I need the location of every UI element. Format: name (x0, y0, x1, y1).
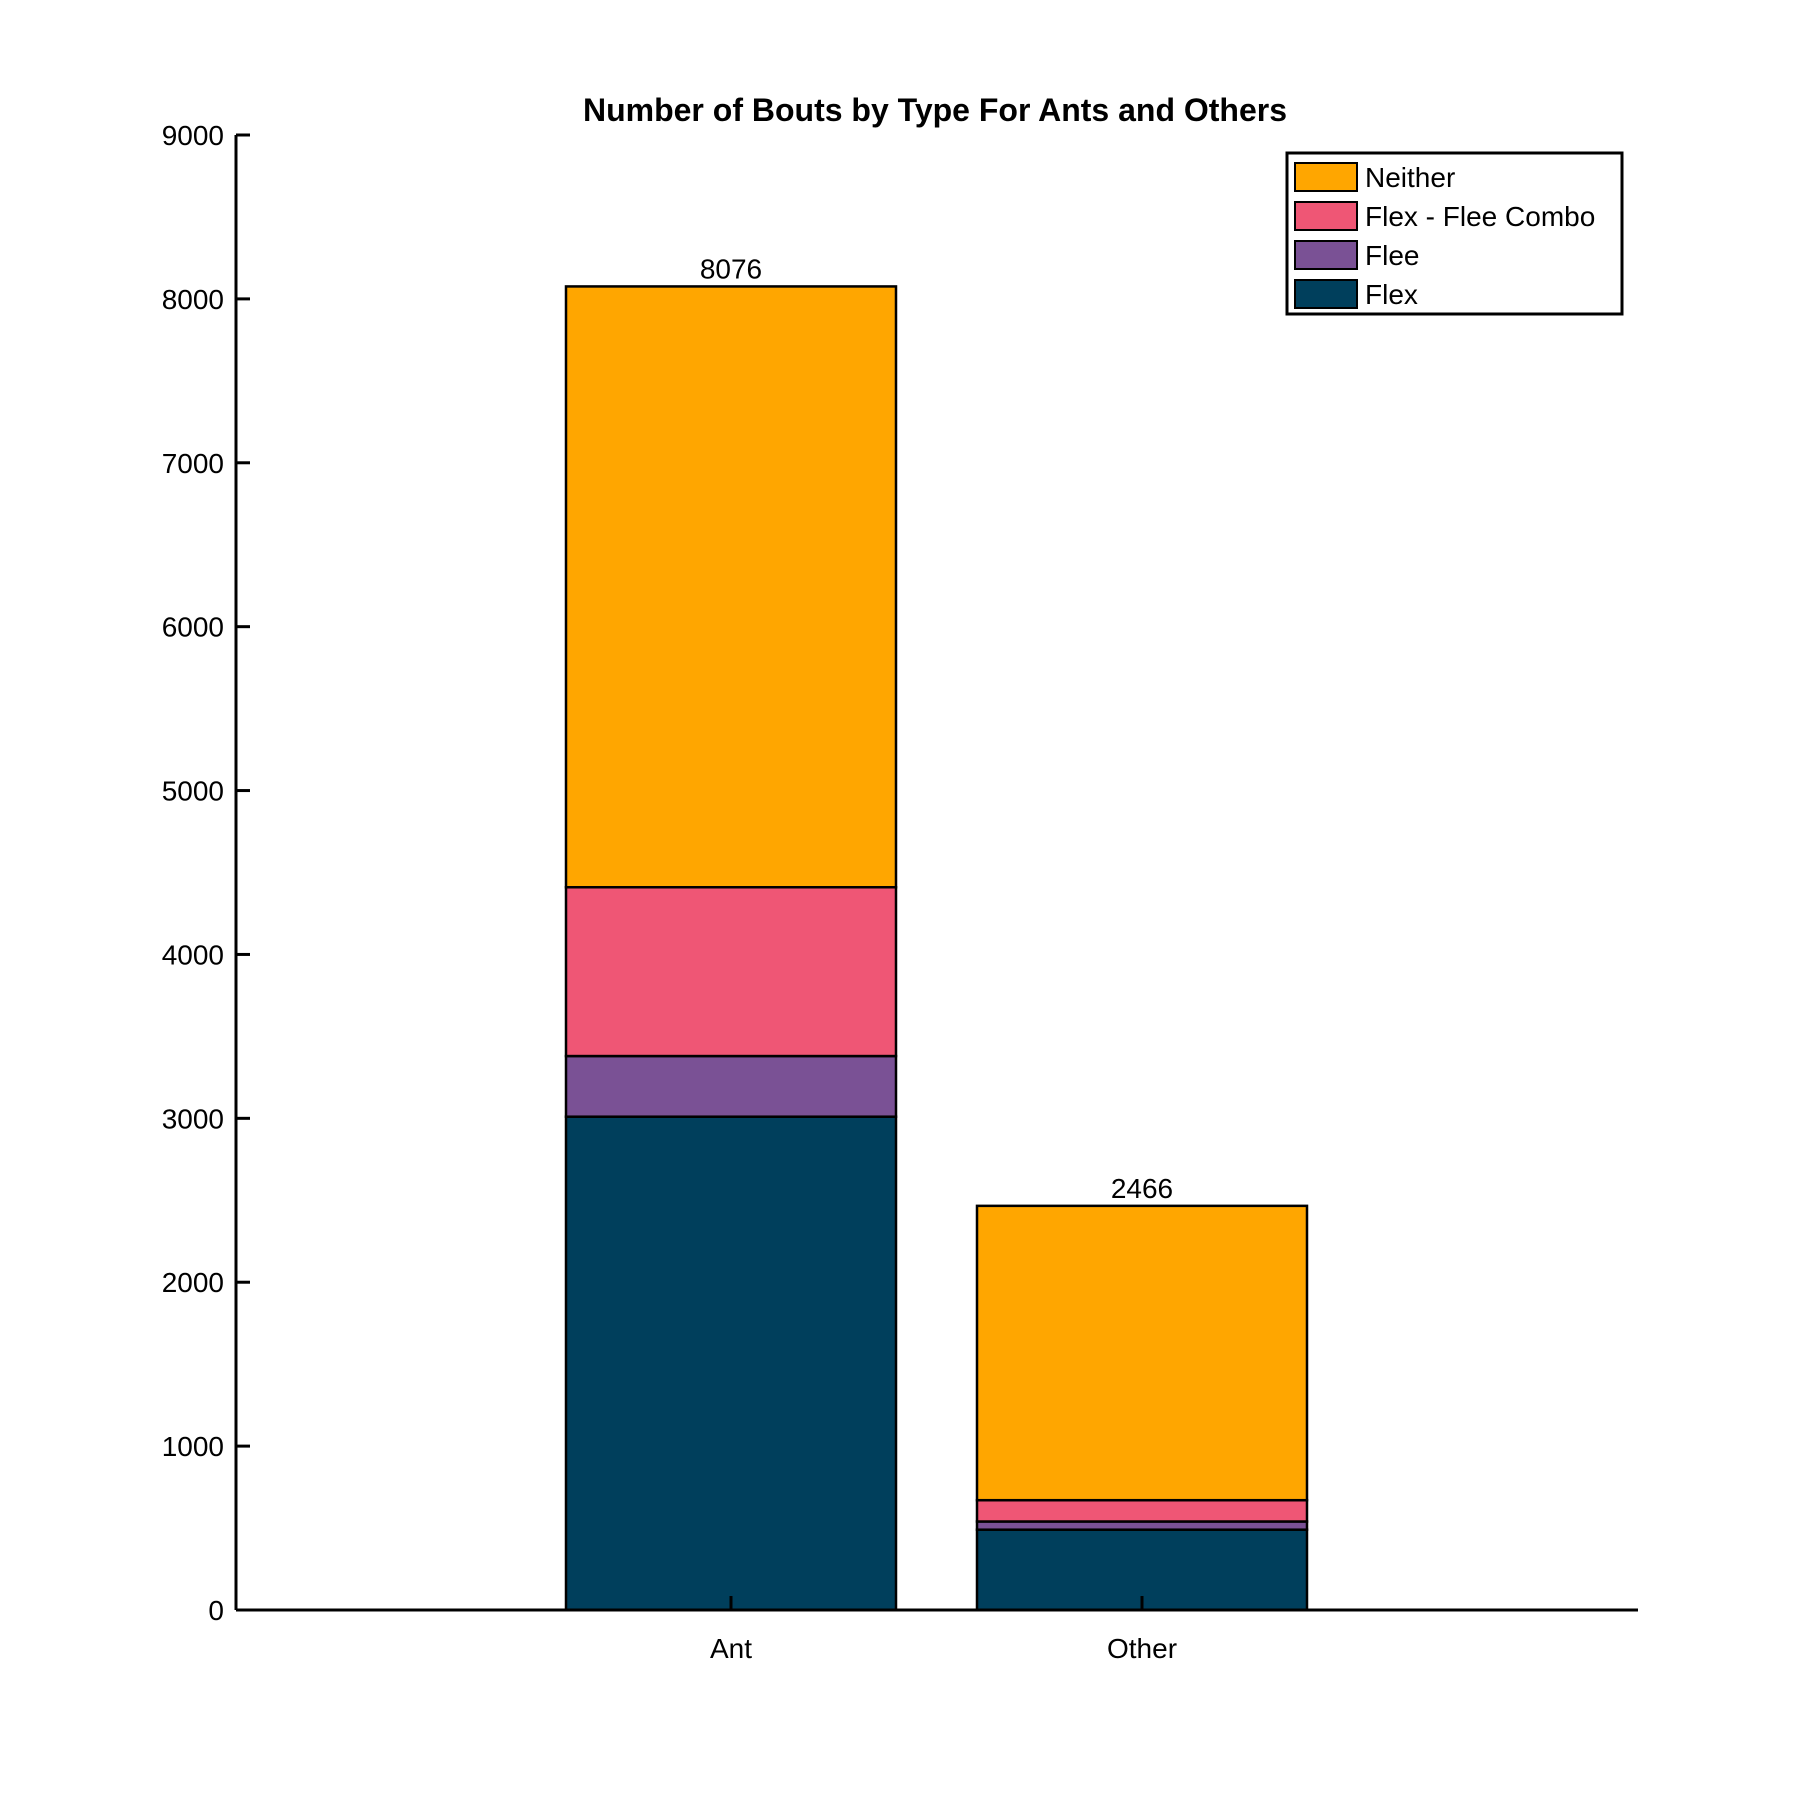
legend-swatch-flee (1294, 240, 1358, 270)
total-label-other: 2466 (1111, 1173, 1173, 1204)
total-label-ant: 8076 (700, 253, 762, 284)
legend: Neither Flex - Flee Combo Flee Flex (1285, 151, 1624, 316)
x-tick-label-ant: Ant (710, 1633, 752, 1664)
legend-swatch-flex-flee-combo (1294, 201, 1358, 231)
bar-segment-other-flex-flee-combo (975, 1498, 1309, 1523)
bar-segment-other-neither (975, 1204, 1309, 1502)
axes-group: 0 1000 2000 3000 4000 5000 6000 7000 8000 9000 Ant… (162, 120, 1638, 1664)
bar-segment-ant-flex-flee-combo (564, 886, 898, 1058)
y-tick-label: 1000 (162, 1431, 224, 1462)
y-tick-label: 6000 (162, 612, 224, 643)
y-tick-label: 9000 (162, 120, 224, 151)
bar-segment-ant-neither (564, 285, 898, 889)
y-tick-label: 3000 (162, 1103, 224, 1134)
bars-group: 8076 2466 (564, 253, 1309, 1612)
legend-swatch-neither (1294, 162, 1358, 192)
bar-segment-ant-flee (564, 1054, 898, 1118)
legend-label-flex-flee-combo: Flex - Flee Combo (1365, 201, 1595, 232)
y-tick-label: 0 (208, 1595, 224, 1626)
y-tick-label: 2000 (162, 1267, 224, 1298)
legend-label-flee: Flee (1365, 240, 1419, 271)
legend-label-flex: Flex (1365, 279, 1418, 310)
legend-swatch-flex (1294, 279, 1358, 309)
y-tick-label: 8000 (162, 284, 224, 315)
chart-title: Number of Bouts by Type For Ants and Oth… (583, 92, 1287, 128)
x-tick-label-other: Other (1107, 1633, 1177, 1664)
y-tick-label: 4000 (162, 939, 224, 970)
bar-segment-ant-flex (564, 1115, 898, 1612)
y-tick-label: 5000 (162, 776, 224, 807)
y-tick-label: 7000 (162, 448, 224, 479)
legend-label-neither: Neither (1365, 162, 1455, 193)
